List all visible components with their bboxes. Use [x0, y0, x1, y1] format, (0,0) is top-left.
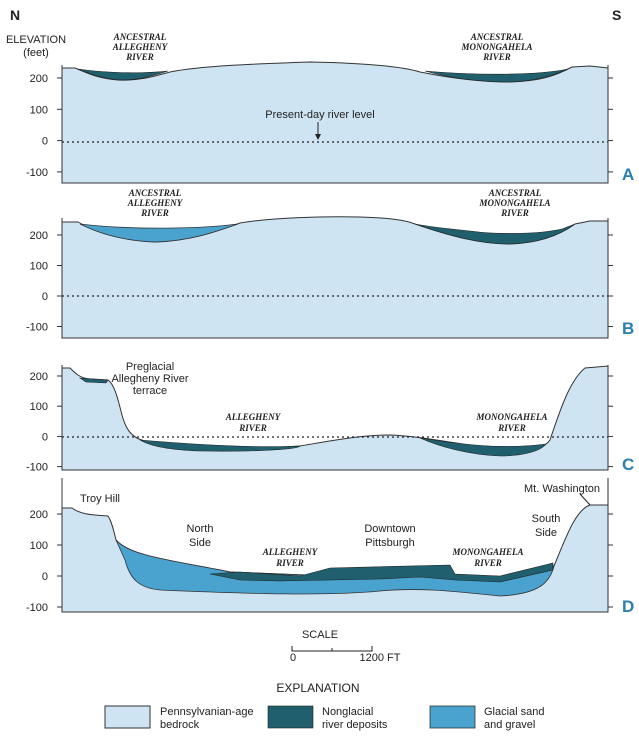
y-tick-label: -100 — [26, 602, 48, 614]
y-tick-label: 100 — [30, 401, 48, 413]
panel-letter: A — [622, 165, 634, 184]
north-label: N — [10, 7, 20, 23]
y-tick-label: 100 — [30, 540, 48, 552]
legend-title: EXPLANATION — [276, 681, 359, 695]
panel-letter: B — [622, 319, 634, 338]
legend-label: and gravel — [484, 719, 535, 731]
scale-tick: 0 — [290, 652, 296, 664]
panel-d — [62, 478, 608, 612]
river-label: RIVER — [500, 208, 529, 218]
legend-swatch — [105, 706, 150, 728]
river-label: ALLEGHENY — [225, 412, 282, 422]
panel-letter: C — [622, 455, 634, 474]
annotation: Present-day river level — [265, 109, 374, 121]
river-label: MONONGAHELA — [478, 198, 550, 208]
river-label: ANCESTRAL — [128, 188, 182, 198]
legend-label: Glacial sand — [484, 706, 545, 718]
place-label: Side — [535, 527, 557, 539]
panel-a — [62, 62, 608, 183]
diagram: N S ELEVATION (feet) 200 100 0 -100 200 100 0 -… — [0, 0, 639, 741]
place-label: Downtown — [364, 523, 415, 535]
place-label: Mt. Washington — [524, 483, 600, 495]
river-label: ALLEGHENY — [127, 198, 184, 208]
river-label: RIVER — [238, 423, 267, 433]
legend-label: Nonglacial — [322, 706, 373, 718]
y-tick-label: -100 — [26, 462, 48, 474]
river-label: RIVER — [497, 423, 526, 433]
river-label: ANCESTRAL — [113, 32, 167, 42]
legend-label: bedrock — [160, 719, 200, 731]
y-tick-label: 0 — [42, 136, 48, 148]
legend-swatch — [268, 706, 313, 728]
river-label: RIVER — [473, 558, 502, 568]
place-label: North — [187, 523, 214, 535]
annotation: Allegheny River — [111, 373, 188, 385]
legend-swatch — [430, 706, 475, 728]
panel-letter: D — [622, 597, 634, 616]
y-tick-label: 200 — [30, 73, 48, 85]
river-label: ANCESTRAL — [470, 32, 524, 42]
river-label: MONONGAHELA — [475, 412, 547, 422]
y-tick-label: 100 — [30, 104, 48, 116]
y-tick-label: 100 — [30, 261, 48, 273]
y-tick-label: 200 — [30, 230, 48, 242]
legend-label: Pennsylvanian-age — [160, 706, 254, 718]
river-label: RIVER — [275, 558, 304, 568]
place-label: South — [532, 513, 561, 525]
river-label: RIVER — [482, 52, 511, 62]
river-label: ALLEGHENY — [112, 42, 169, 52]
river-label: ALLEGHENY — [262, 547, 319, 557]
y-tick-label: 0 — [42, 291, 48, 303]
south-label: S — [612, 7, 621, 23]
panel-b — [62, 217, 608, 338]
river-label: MONONGAHELA — [460, 42, 532, 52]
place-label: Troy Hill — [80, 493, 120, 505]
river-label: RIVER — [140, 208, 169, 218]
scale-bar — [292, 646, 372, 651]
river-label: ANCESTRAL — [488, 188, 542, 198]
axis-title: ELEVATION — [6, 34, 66, 46]
y-tick-label: 0 — [42, 431, 48, 443]
river-label: MONONGAHELA — [451, 547, 523, 557]
y-tick-label: 0 — [42, 571, 48, 583]
axis-title: (feet) — [23, 47, 49, 59]
river-label: RIVER — [125, 52, 154, 62]
place-label: Pittsburgh — [365, 537, 415, 549]
y-tick-label: 200 — [30, 509, 48, 521]
y-tick-label: -100 — [26, 167, 48, 179]
annotation: terrace — [133, 385, 167, 397]
y-tick-label: -100 — [26, 322, 48, 334]
place-label: Side — [189, 537, 211, 549]
legend-label: river deposits — [322, 719, 388, 731]
annotation: Preglacial — [126, 361, 174, 373]
scale-tick: 1200 FT — [360, 652, 401, 664]
y-tick-label: 200 — [30, 371, 48, 383]
scale-title: SCALE — [302, 629, 338, 641]
